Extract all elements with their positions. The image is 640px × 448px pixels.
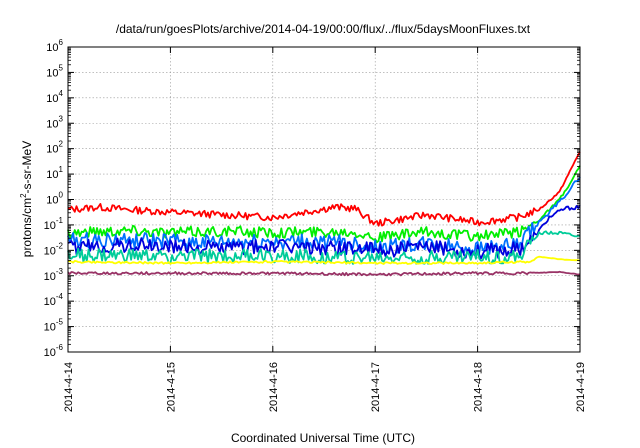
y-axis-label: protons/cm2-s-sr-MeV <box>19 141 34 257</box>
series-line-6 <box>67 255 581 265</box>
y-tick-exponent: 3 <box>59 114 64 123</box>
y-tick-base: 10 <box>44 296 56 308</box>
y-axis-label-main: protons/cm <box>20 198 34 257</box>
y-axis-label-sup: 2 <box>19 193 28 198</box>
y-tick-base: 10 <box>46 42 58 54</box>
y-tick-exponent: 2 <box>59 140 64 149</box>
y-tick-base: 10 <box>46 118 58 130</box>
x-tick-label: 2014-4-15 <box>165 362 177 412</box>
y-tick-base: 10 <box>44 271 56 283</box>
y-tick-label: 10-3 <box>44 267 64 283</box>
x-tick-label: 2014-4-16 <box>268 362 280 412</box>
y-tick-exponent: -5 <box>56 318 64 327</box>
y-tick-base: 10 <box>46 195 58 207</box>
y-tick-labels: 10-610-510-410-310-210-11001011021031041… <box>44 38 64 359</box>
y-tick-label: 104 <box>46 89 63 105</box>
y-tick-base: 10 <box>46 169 58 181</box>
y-tick-base: 10 <box>44 220 56 232</box>
x-tick-labels: 2014-4-14 2014-4-15 2014-4-16 2014-4-17 2014… <box>63 362 587 412</box>
y-tick-label: 10-4 <box>44 292 64 308</box>
y-tick-exponent: -4 <box>56 292 64 301</box>
y-tick-exponent: -1 <box>56 216 64 225</box>
y-tick-label: 102 <box>46 140 63 156</box>
y-tick-label: 106 <box>46 38 63 54</box>
x-tick-label: 2014-4-17 <box>370 362 382 412</box>
grid <box>68 47 580 352</box>
x-tick-label: 2014-4-19 <box>575 362 587 412</box>
y-tick-base: 10 <box>44 322 56 334</box>
y-tick-base: 10 <box>46 93 58 105</box>
y-tick-exponent: 4 <box>59 89 64 98</box>
y-tick-exponent: 1 <box>59 165 64 174</box>
y-tick-base: 10 <box>44 245 56 257</box>
y-tick-label: 101 <box>46 165 63 181</box>
y-tick-exponent: -2 <box>56 241 64 250</box>
y-tick-exponent: 5 <box>59 63 64 72</box>
series-line-2 <box>67 165 581 244</box>
ticks <box>67 46 581 353</box>
y-axis-label-rest: -s-sr-MeV <box>20 141 34 194</box>
chart-title: /data/run/goesPlots/archive/2014-04-19/0… <box>116 22 531 36</box>
series-line-4 <box>67 204 581 260</box>
y-tick-exponent: -6 <box>56 343 64 352</box>
series-line-7 <box>67 270 581 277</box>
y-tick-base: 10 <box>46 67 58 79</box>
series-layer <box>67 151 581 277</box>
x-tick-label: 2014-4-18 <box>473 362 485 412</box>
y-tick-exponent: 0 <box>59 191 64 200</box>
y-tick-base: 10 <box>46 144 58 156</box>
y-tick-exponent: 6 <box>59 38 64 47</box>
x-axis-label: Coordinated Universal Time (UTC) <box>231 431 415 445</box>
x-tick-label: 2014-4-14 <box>63 362 75 412</box>
y-tick-label: 105 <box>46 63 63 79</box>
y-tick-label: 10-2 <box>44 241 64 257</box>
series-line-3 <box>67 176 581 256</box>
y-tick-label: 100 <box>46 191 63 207</box>
series-line-1 <box>67 151 581 227</box>
y-tick-exponent: -3 <box>56 267 64 276</box>
y-tick-label: 103 <box>46 114 63 130</box>
y-tick-base: 10 <box>44 347 56 359</box>
y-tick-label: 10-5 <box>44 318 64 334</box>
y-tick-label: 10-1 <box>44 216 64 232</box>
y-tick-label: 10-6 <box>44 343 64 359</box>
